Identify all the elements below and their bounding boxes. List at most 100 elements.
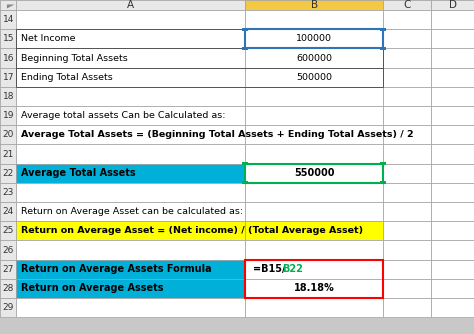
Bar (383, 144, 431, 164)
Bar (380, 181, 386, 184)
Text: 15: 15 (2, 34, 14, 43)
Text: Beginning Total Assets: Beginning Total Assets (21, 53, 128, 62)
Bar (245, 67, 383, 87)
Bar (17, 183, 245, 202)
Bar (431, 298, 474, 317)
Bar (383, 279, 431, 298)
Bar (0, 144, 17, 164)
Bar (245, 260, 383, 298)
Bar (245, 10, 383, 29)
Bar (17, 260, 245, 279)
Bar (245, 29, 383, 48)
Text: D: D (448, 0, 456, 10)
Text: B22: B22 (283, 264, 303, 274)
Text: 26: 26 (2, 245, 14, 255)
Text: 19: 19 (2, 111, 14, 120)
Bar (242, 181, 248, 184)
Text: 28: 28 (2, 284, 14, 293)
Bar (245, 125, 383, 144)
Text: A: A (127, 0, 135, 10)
Bar (431, 279, 474, 298)
Bar (431, 260, 474, 279)
Bar (245, 298, 383, 317)
Text: 18: 18 (2, 92, 14, 101)
Text: C: C (403, 0, 410, 10)
Bar (431, 164, 474, 183)
Text: Ending Total Assets: Ending Total Assets (21, 73, 113, 82)
Bar (383, 48, 431, 67)
Bar (17, 0, 245, 10)
Bar (380, 28, 386, 31)
Bar (431, 10, 474, 29)
Bar (17, 48, 383, 67)
Bar (245, 164, 383, 183)
Text: 25: 25 (2, 226, 14, 235)
Bar (17, 87, 245, 106)
Bar (383, 221, 431, 240)
Bar (245, 164, 383, 183)
Bar (17, 106, 245, 125)
Bar (17, 221, 245, 240)
Text: Return on Average Assets Formula: Return on Average Assets Formula (21, 264, 212, 274)
Bar (431, 221, 474, 240)
Bar (383, 87, 431, 106)
Text: 20: 20 (2, 130, 14, 139)
Bar (383, 240, 431, 260)
Text: 17: 17 (2, 73, 14, 82)
Bar (383, 183, 431, 202)
Bar (245, 87, 383, 106)
Bar (17, 48, 245, 67)
Text: 600000: 600000 (296, 53, 332, 62)
Bar (0, 221, 17, 240)
Bar (245, 221, 383, 240)
Text: 29: 29 (2, 303, 14, 312)
Bar (0, 48, 17, 67)
Bar (17, 298, 245, 317)
Bar (0, 183, 17, 202)
Bar (0, 106, 17, 125)
Bar (245, 260, 383, 279)
Bar (0, 279, 17, 298)
Text: Average Total Assets: Average Total Assets (21, 168, 136, 178)
Bar (242, 28, 248, 31)
Bar (431, 87, 474, 106)
Bar (245, 29, 383, 48)
Text: 500000: 500000 (296, 73, 332, 82)
Bar (242, 47, 248, 50)
Bar (383, 164, 431, 183)
Bar (245, 0, 383, 10)
Bar (0, 67, 17, 87)
Bar (17, 202, 245, 221)
Bar (383, 67, 431, 87)
Bar (245, 279, 383, 298)
Bar (431, 202, 474, 221)
Text: 550000: 550000 (294, 168, 334, 178)
Bar (431, 67, 474, 87)
Bar (431, 125, 474, 144)
Bar (431, 183, 474, 202)
Text: Average Total Assets = (Beginning Total Assets + Ending Total Assets) / 2: Average Total Assets = (Beginning Total … (21, 130, 414, 139)
Bar (245, 240, 383, 260)
Bar (17, 29, 245, 48)
Bar (383, 125, 431, 144)
Bar (383, 106, 431, 125)
Bar (245, 183, 383, 202)
Polygon shape (7, 4, 15, 9)
Bar (383, 202, 431, 221)
Bar (431, 29, 474, 48)
Bar (431, 240, 474, 260)
Text: 21: 21 (2, 150, 14, 159)
Bar (0, 29, 17, 48)
Text: 18.18%: 18.18% (294, 284, 335, 294)
Bar (245, 48, 383, 67)
Text: Return on Average Asset can be calculated as:: Return on Average Asset can be calculate… (21, 207, 244, 216)
Text: 14: 14 (2, 15, 14, 24)
Bar (17, 67, 245, 87)
Text: 22: 22 (2, 169, 14, 178)
Text: 24: 24 (2, 207, 14, 216)
Text: 27: 27 (2, 265, 14, 274)
Text: B: B (310, 0, 318, 10)
Bar (380, 47, 386, 50)
Bar (0, 0, 17, 10)
Bar (17, 10, 245, 29)
